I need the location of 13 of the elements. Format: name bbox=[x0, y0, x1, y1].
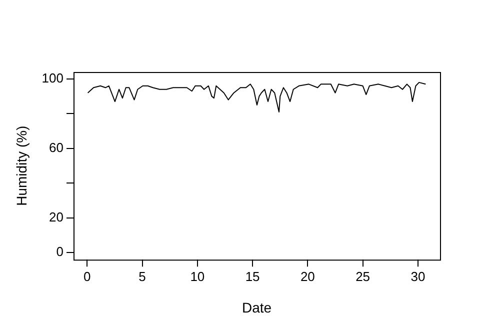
x-tick-label: 30 bbox=[410, 268, 426, 284]
x-tick-label: 20 bbox=[300, 268, 315, 284]
x-tick-label: 10 bbox=[190, 268, 205, 284]
x-tick-label: 0 bbox=[84, 268, 91, 284]
x-tick-label: 15 bbox=[245, 268, 260, 284]
x-axis-title: Date bbox=[242, 299, 272, 316]
x-tick-label: 5 bbox=[138, 268, 146, 284]
y-tick-label: 20 bbox=[49, 209, 64, 224]
y-tick-label: 60 bbox=[49, 140, 64, 156]
y-tick-label: 100 bbox=[42, 70, 64, 86]
y-axis-title: Humidity (%) bbox=[13, 126, 30, 206]
x-tick-label: 25 bbox=[356, 268, 370, 284]
y-tick-label: 0 bbox=[56, 244, 64, 260]
